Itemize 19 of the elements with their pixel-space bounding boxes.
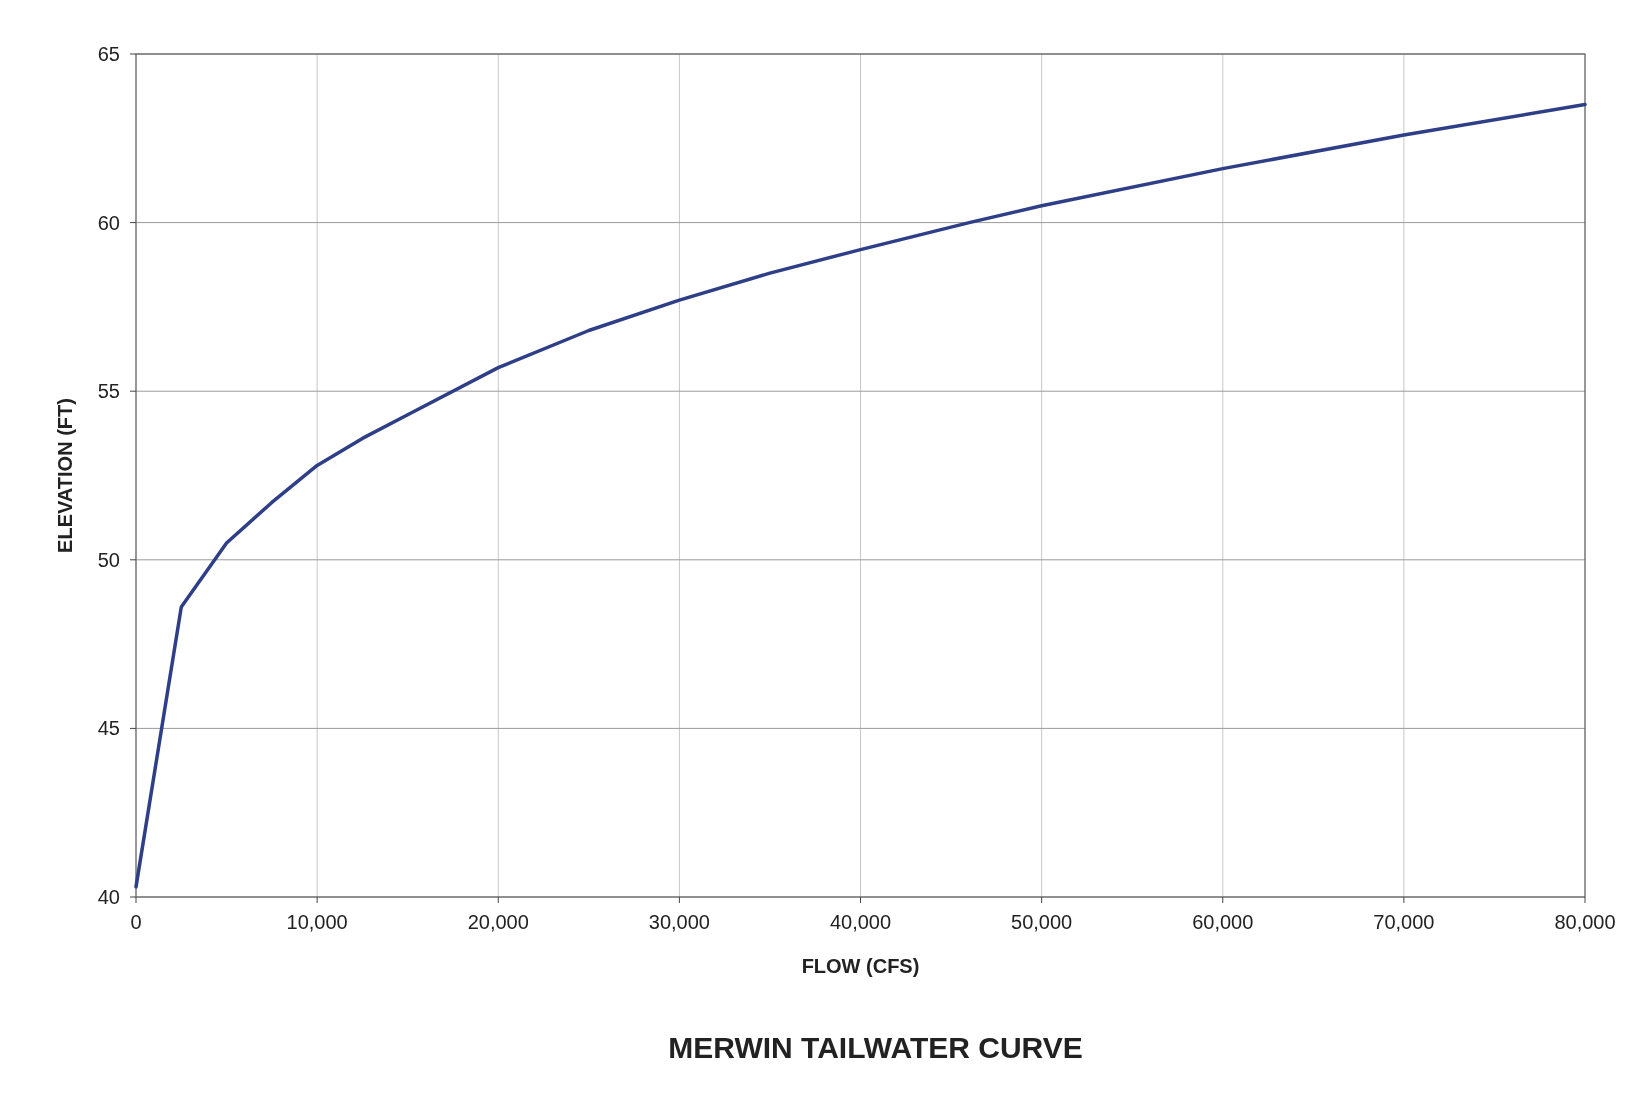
x-tick-label: 10,000 xyxy=(286,911,348,933)
y-tick-label: 40 xyxy=(97,886,120,908)
y-tick-label: 50 xyxy=(97,548,120,571)
text: MERWIN TAILWATER CURVE xyxy=(668,1031,1083,1064)
x-tick-label: 70,000 xyxy=(1373,911,1435,933)
x-tick-label: 30,000 xyxy=(648,911,710,933)
y-axis-title: ELEVATION (FT) xyxy=(54,398,76,553)
x-tick-label: 80,000 xyxy=(1554,911,1616,933)
x-tick-label: 50,000 xyxy=(1011,911,1073,933)
x-tick-label: 20,000 xyxy=(467,911,529,933)
y-tick-label: 60 xyxy=(97,211,120,234)
x-tick-label: 40,000 xyxy=(829,911,892,933)
line-series xyxy=(134,102,1587,889)
y-tick-label: 55 xyxy=(97,380,120,403)
y-tick-label: 65 xyxy=(97,43,120,65)
x-tick-label: 60,000 xyxy=(1192,911,1254,933)
y-tick-label: 45 xyxy=(97,717,120,740)
x-axis-title: FLOW (CFS) xyxy=(801,955,920,977)
x-tick-label: 0 xyxy=(130,911,142,933)
